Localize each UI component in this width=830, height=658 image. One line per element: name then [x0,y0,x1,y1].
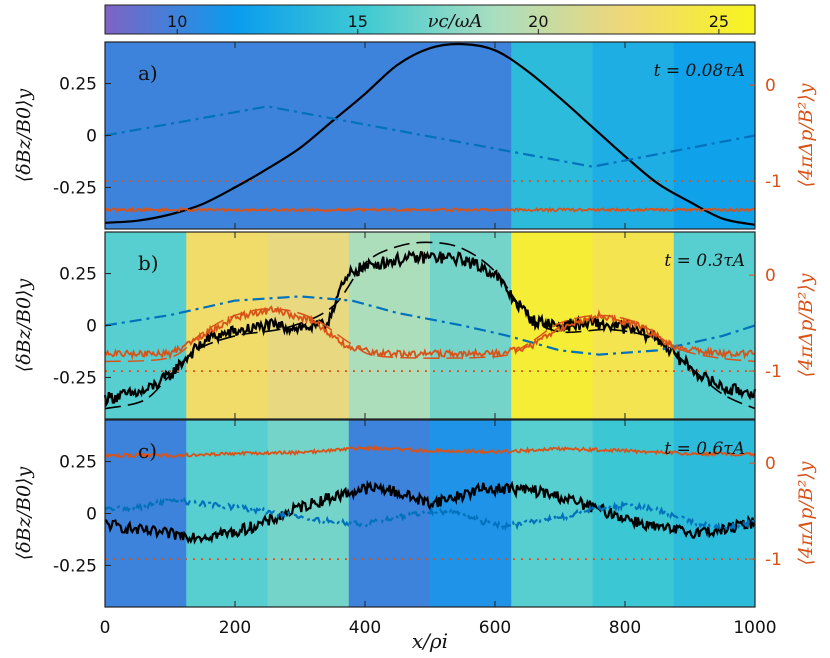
background-band [348,42,431,229]
time-label: t = 0.3τA [664,251,745,271]
series-dp-fit-line [104,307,756,363]
colorbar-tick-label: 25 [709,12,729,31]
y-tick-label: -0.25 [53,368,97,388]
colorbar-tick-label: 10 [167,12,187,31]
y-right-tick-label: 0 [765,266,776,286]
y-tick-label: 0 [86,127,97,147]
series-dp-line [104,444,756,459]
background-band [592,42,675,229]
panel-label: c) [138,439,157,463]
x-axis: 0 200 400 600 800 1000 x/ρi [100,618,777,653]
background-band [186,42,268,229]
background-band [105,42,187,229]
x-tick-label: 400 [349,618,381,638]
y-right-tick-label: -1 [765,362,782,382]
panel-label: a) [138,61,158,85]
y-right-axis-label: ⟨4πΔp/B²⟩y [795,273,817,377]
series-bz-line [103,249,757,408]
x-axis-label: x/ρi [412,629,448,653]
y-axis-label: ⟨δBz/B0⟩y [13,279,35,373]
background-band [430,42,512,229]
y-right-tick-label: 0 [765,454,776,474]
series-bx-line [104,295,756,356]
series-dp-line [104,305,756,361]
y-right-tick-label: 0 [765,76,776,96]
background-band [267,42,350,229]
y-axis-label: ⟨δBz/B0⟩y [13,467,35,561]
x-tick-label: 600 [479,618,511,638]
panel-c: -0.25 0 0.25 -1 0 ⟨δBz/B0⟩y ⟨4πΔp/B²⟩y c) t = 0.… [13,419,817,608]
time-label: t = 0.08τA [654,61,745,81]
colorbar-tick-label: 15 [348,12,368,31]
series-bz-fit-line [104,241,756,410]
y-tick-label: 0.25 [59,453,97,473]
y-tick-label: 0.25 [59,75,97,95]
y-right-tick-label: -1 [765,550,782,570]
background-band [673,42,756,229]
y-right-axis-label: ⟨4πΔp/B²⟩y [795,461,817,565]
colorbar-gradient [104,4,756,35]
y-right-axis-label: ⟨4πΔp/B²⟩y [795,83,817,187]
series-bz-line [104,479,756,545]
series-bx-line [104,105,756,168]
series-bz-line [104,42,756,226]
background-band [105,232,187,419]
panel-label: b) [138,251,159,275]
series-dp-line [104,206,756,214]
time-label: t = 0.6τA [664,439,745,459]
panels: -0.25 0 0.25 -1 0 ⟨δBz/B0⟩y ⟨4πΔp/B²⟩y a) t = 0.… [13,41,817,608]
background-band [186,420,268,607]
background-band [511,42,593,229]
y-tick-label: 0 [86,317,97,337]
y-tick-label: -0.25 [53,178,97,198]
x-tick-label: 800 [609,618,641,638]
y-axis-label: ⟨δBz/B0⟩y [13,89,35,183]
background-band [105,420,187,607]
colorbar-tick-label: 20 [528,12,548,31]
panel-a: -0.25 0 0.25 -1 0 ⟨δBz/B0⟩y ⟨4πΔp/B²⟩y a) t = 0.… [13,41,817,230]
y-tick-label: 0 [86,505,97,525]
y-tick-label: 0.25 [59,265,97,285]
x-tick-label: 1000 [733,618,776,638]
series-bx-line [104,496,756,532]
colorbar: 10 15 20 25 νc/ωA [104,4,756,35]
y-tick-label: -0.25 [53,556,97,576]
x-tick-label: 0 [100,618,111,638]
panel-b: -0.25 0 0.25 -1 0 ⟨δBz/B0⟩y ⟨4πΔp/B²⟩y b) t = 0.… [13,231,817,420]
colorbar-label: νc/ωA [428,11,483,32]
y-right-tick-label: -1 [765,172,782,192]
background-band [673,420,756,607]
x-tick-label: 200 [219,618,251,638]
